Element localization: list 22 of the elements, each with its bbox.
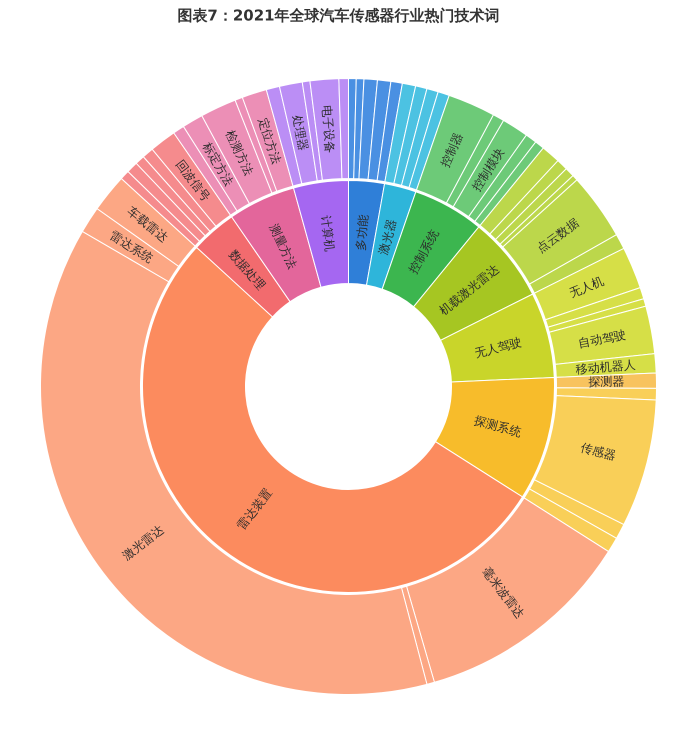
data-label: 控制模块 [469, 146, 507, 194]
data-label: 测量方法 [266, 222, 300, 272]
data-label: 点云数据 [534, 216, 582, 256]
data-label: 电子设备 [319, 104, 338, 154]
data-label: 激光雷达 [120, 522, 166, 563]
data-label: 探测系统 [472, 413, 523, 440]
data-label: 处理器 [290, 114, 310, 152]
data-label: 自动驾驶 [577, 328, 627, 350]
data-label: 传感器 [579, 440, 618, 463]
data-label: 激光器 [376, 218, 399, 256]
data-label: 探测器 [588, 374, 625, 389]
data-label: 多功能 [354, 214, 371, 252]
data-label: 无人机 [567, 274, 606, 300]
data-label: 定位方法 [256, 116, 284, 166]
data-label: 移动机器人 [575, 358, 636, 376]
data-label: 毫米波雷达 [480, 564, 528, 622]
data-label: 数据处理 [226, 247, 268, 293]
data-label: 控制器 [438, 130, 466, 170]
data-label: 计算机 [318, 214, 338, 252]
chart-title: 图表7：2021年全球汽车传感器行业热门技术词 [177, 6, 500, 24]
data-label: 无人驾驶 [473, 334, 524, 360]
data-label: 雷达装置 [234, 486, 275, 532]
